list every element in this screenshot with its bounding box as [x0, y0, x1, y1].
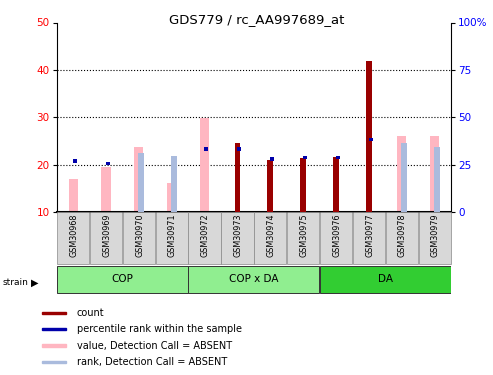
- FancyBboxPatch shape: [254, 212, 286, 264]
- Bar: [300, 158, 306, 212]
- Text: count: count: [77, 308, 105, 318]
- Bar: [200, 118, 209, 212]
- Bar: [397, 136, 406, 212]
- Text: rank, Detection Call = ABSENT: rank, Detection Call = ABSENT: [77, 357, 227, 367]
- Bar: [69, 179, 78, 212]
- Bar: [134, 147, 143, 212]
- Text: GSM30978: GSM30978: [398, 213, 407, 257]
- Bar: [434, 147, 440, 212]
- Text: GDS779 / rc_AA997689_at: GDS779 / rc_AA997689_at: [169, 13, 344, 26]
- FancyBboxPatch shape: [353, 212, 385, 264]
- Bar: [237, 147, 241, 151]
- Text: GSM30968: GSM30968: [70, 213, 78, 257]
- Text: GSM30976: GSM30976: [332, 213, 341, 257]
- Text: ▶: ▶: [31, 278, 38, 287]
- FancyBboxPatch shape: [90, 212, 122, 264]
- FancyBboxPatch shape: [320, 266, 451, 293]
- Bar: [369, 138, 373, 141]
- Text: COP: COP: [111, 274, 134, 284]
- Text: DA: DA: [378, 274, 393, 284]
- Text: GSM30975: GSM30975: [299, 213, 308, 257]
- Bar: [303, 156, 307, 159]
- FancyBboxPatch shape: [419, 212, 451, 264]
- Bar: [430, 136, 439, 212]
- Text: GSM30970: GSM30970: [135, 213, 144, 257]
- FancyBboxPatch shape: [57, 212, 89, 264]
- Text: strain: strain: [2, 278, 28, 287]
- FancyBboxPatch shape: [188, 266, 319, 293]
- Bar: [73, 159, 77, 163]
- Bar: [138, 153, 144, 212]
- Bar: [42, 328, 66, 330]
- Bar: [267, 160, 273, 212]
- Bar: [336, 156, 340, 159]
- FancyBboxPatch shape: [123, 212, 155, 264]
- FancyBboxPatch shape: [320, 212, 352, 264]
- Text: GSM30979: GSM30979: [431, 213, 440, 257]
- Bar: [235, 143, 241, 212]
- Bar: [333, 158, 339, 212]
- FancyBboxPatch shape: [156, 212, 188, 264]
- Text: GSM30974: GSM30974: [267, 213, 276, 257]
- Text: GSM30972: GSM30972: [201, 213, 210, 257]
- Bar: [102, 167, 110, 212]
- Bar: [42, 361, 66, 363]
- FancyBboxPatch shape: [287, 212, 319, 264]
- Bar: [106, 162, 109, 165]
- FancyBboxPatch shape: [57, 266, 188, 293]
- Text: value, Detection Call = ABSENT: value, Detection Call = ABSENT: [77, 340, 232, 351]
- Text: COP x DA: COP x DA: [229, 274, 279, 284]
- Text: GSM30977: GSM30977: [365, 213, 374, 257]
- Bar: [42, 344, 66, 347]
- FancyBboxPatch shape: [221, 212, 253, 264]
- Bar: [167, 183, 176, 212]
- Text: GSM30971: GSM30971: [168, 213, 177, 257]
- Bar: [171, 156, 176, 212]
- FancyBboxPatch shape: [386, 212, 418, 264]
- Text: GSM30973: GSM30973: [234, 213, 243, 257]
- Bar: [270, 157, 274, 161]
- Text: GSM30969: GSM30969: [102, 213, 111, 257]
- FancyBboxPatch shape: [188, 212, 221, 264]
- Text: percentile rank within the sample: percentile rank within the sample: [77, 324, 242, 334]
- Bar: [204, 147, 208, 151]
- Bar: [366, 62, 372, 212]
- Bar: [42, 312, 66, 314]
- Bar: [401, 143, 407, 212]
